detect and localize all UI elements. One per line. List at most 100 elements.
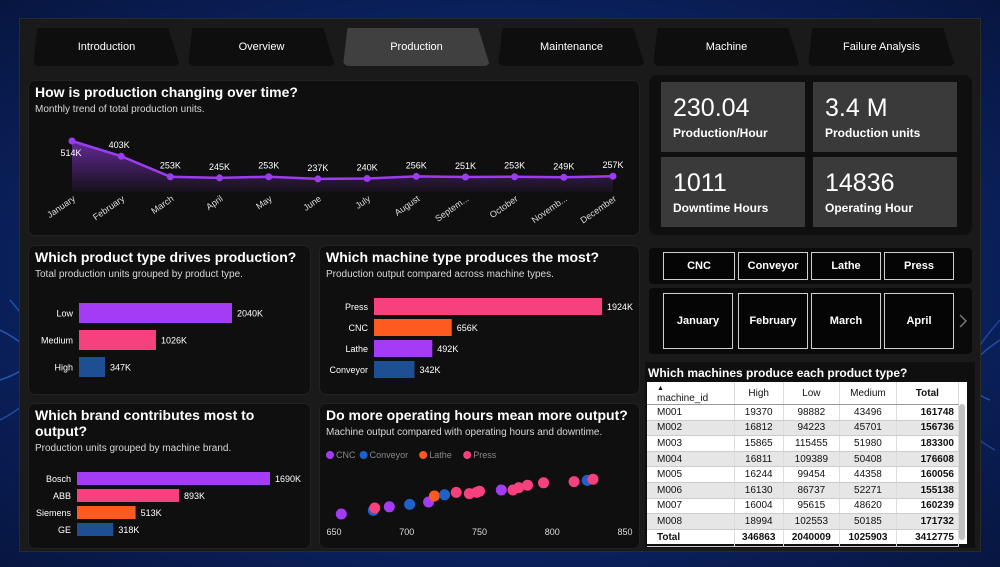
bar-category-label: High <box>54 363 73 373</box>
bar-value-label: 492K <box>437 344 458 354</box>
table-row[interactable]: M008 18994 102553 50185 171732 <box>647 513 960 530</box>
legend-label: CNC <box>336 450 356 460</box>
slicer-chip-lathe[interactable]: Lathe <box>811 252 881 280</box>
table-cell: 52271 <box>839 482 897 499</box>
table-cell: 19370 <box>734 404 784 421</box>
tab-label: Overview <box>238 41 285 53</box>
scatter-point[interactable] <box>369 502 381 514</box>
column-header-low[interactable]: Low <box>783 382 841 405</box>
table-cell: 183300 <box>896 435 960 452</box>
bar[interactable] <box>79 357 106 377</box>
bar[interactable] <box>77 523 114 536</box>
column-header-medium[interactable]: Medium <box>839 382 897 405</box>
trend-point[interactable] <box>314 175 322 183</box>
bar[interactable] <box>77 489 179 502</box>
tab-production[interactable]: Production <box>339 28 494 66</box>
table-cell: 16004 <box>734 498 784 515</box>
scatter-x-tick: 850 <box>617 527 632 537</box>
trend-x-tick: December <box>578 193 618 225</box>
table-scrollbar[interactable] <box>959 404 965 540</box>
bar[interactable] <box>374 298 602 315</box>
tab-maintenance[interactable]: Maintenance <box>494 28 649 66</box>
table-cell: 161748 <box>896 404 960 421</box>
scatter-point[interactable] <box>587 473 599 485</box>
chevron-right-icon[interactable] <box>957 313 969 329</box>
trend-point[interactable] <box>265 173 273 181</box>
brand-chart[interactable]: Bosch 1690K ABB 893K Siemens 513K GE 318K <box>29 404 310 548</box>
table-cell: M006 <box>647 482 735 499</box>
kpi-panel: 230.04 Production/Hour 3.4 M Production … <box>649 75 972 235</box>
trend-point[interactable] <box>166 173 174 181</box>
column-header-high[interactable]: High <box>734 382 784 405</box>
table-cell: 160239 <box>896 498 960 515</box>
machine-type-chart[interactable]: Press 1924K CNC 656K Lathe 492K Conveyor 342K <box>320 246 639 394</box>
trend-point[interactable] <box>511 173 519 181</box>
table-cell: 16244 <box>734 466 784 483</box>
scatter-point[interactable] <box>495 484 507 496</box>
table-cell: 50408 <box>839 451 897 468</box>
trend-x-tick: February <box>91 193 127 222</box>
scatter-point[interactable] <box>538 477 550 489</box>
trend-point[interactable] <box>363 175 371 183</box>
scatter-point[interactable] <box>383 501 395 513</box>
scatter-point[interactable] <box>428 490 440 502</box>
kpi-value: 230.04 <box>673 94 750 122</box>
bar[interactable] <box>374 340 433 357</box>
table-row[interactable]: M007 16004 95615 48620 160239 <box>647 498 960 515</box>
bar[interactable] <box>77 506 136 519</box>
table-row[interactable]: M006 16130 86737 52271 155138 <box>647 482 960 499</box>
table-row[interactable]: M003 15865 115455 51980 183300 <box>647 435 960 452</box>
table-cell: M003 <box>647 435 735 452</box>
bar-category-label: CNC <box>349 323 369 333</box>
tab-machine[interactable]: Machine <box>649 28 804 66</box>
column-header-total[interactable]: Total <box>896 382 960 405</box>
card-subtitle: Total production units grouped by produc… <box>35 269 243 280</box>
table-cell: 18994 <box>734 513 784 530</box>
production-trend-chart[interactable]: 514K January 403K February 253K March 245K Apri… <box>29 81 639 235</box>
trend-point[interactable] <box>609 172 617 180</box>
table-total-cell: 346863 <box>734 528 784 547</box>
slicer-chip-january[interactable]: January <box>663 293 733 349</box>
tab-label: Failure Analysis <box>842 41 921 53</box>
slicer-chip-march[interactable]: March <box>811 293 881 349</box>
slicer-chip-february[interactable]: February <box>738 293 808 349</box>
trend-point[interactable] <box>68 137 76 145</box>
column-header-machine-id[interactable]: ▲ machine_id <box>647 382 735 405</box>
trend-point[interactable] <box>461 173 469 181</box>
scatter-point[interactable] <box>404 498 416 510</box>
tab-overview[interactable]: Overview <box>184 28 339 66</box>
scatter-point[interactable] <box>513 482 525 494</box>
trend-point[interactable] <box>216 174 224 182</box>
trend-point[interactable] <box>117 152 125 160</box>
bar[interactable] <box>79 303 232 323</box>
scatter-point[interactable] <box>439 489 451 501</box>
slicer-chip-press[interactable]: Press <box>884 252 954 280</box>
bar[interactable] <box>79 330 156 350</box>
bar[interactable] <box>374 361 415 378</box>
slicer-chip-april[interactable]: April <box>884 293 954 349</box>
slicer-chip-conveyor[interactable]: Conveyor <box>738 252 808 280</box>
operating-hours-scatter[interactable]: CNC Conveyor Lathe Press 650 700 750 800 850 <box>320 404 639 548</box>
machine-type-card: Which machine type produces the most? Pr… <box>320 246 639 394</box>
table-row[interactable]: M002 16812 94223 45701 156736 <box>647 420 960 437</box>
scatter-point[interactable] <box>474 485 485 497</box>
trend-point[interactable] <box>412 172 420 180</box>
scatter-x-tick: 750 <box>472 527 487 537</box>
scatter-point[interactable] <box>335 508 347 520</box>
scatter-point[interactable] <box>450 486 462 498</box>
table-row[interactable]: M004 16811 109389 50408 176608 <box>647 451 960 468</box>
bar[interactable] <box>77 472 270 485</box>
trend-point[interactable] <box>560 173 568 181</box>
tab-failure-analysis[interactable]: Failure Analysis <box>804 28 959 66</box>
tab-introduction[interactable]: Introduction <box>29 28 184 66</box>
bar-category-label: Siemens <box>36 508 72 518</box>
product-type-chart[interactable]: Low 2040K Medium 1026K High 347K <box>29 246 310 394</box>
table-row[interactable]: M001 19370 98882 43496 161748 <box>647 404 960 421</box>
slicer-chip-cnc[interactable]: CNC <box>663 252 735 280</box>
scatter-point[interactable] <box>568 476 580 488</box>
bar[interactable] <box>374 319 452 336</box>
bar-value-label: 1924K <box>607 302 633 312</box>
trend-data-label: 251K <box>455 161 476 171</box>
table-row[interactable]: M005 16244 99454 44358 160056 <box>647 466 960 483</box>
scatter-point[interactable] <box>522 479 534 491</box>
